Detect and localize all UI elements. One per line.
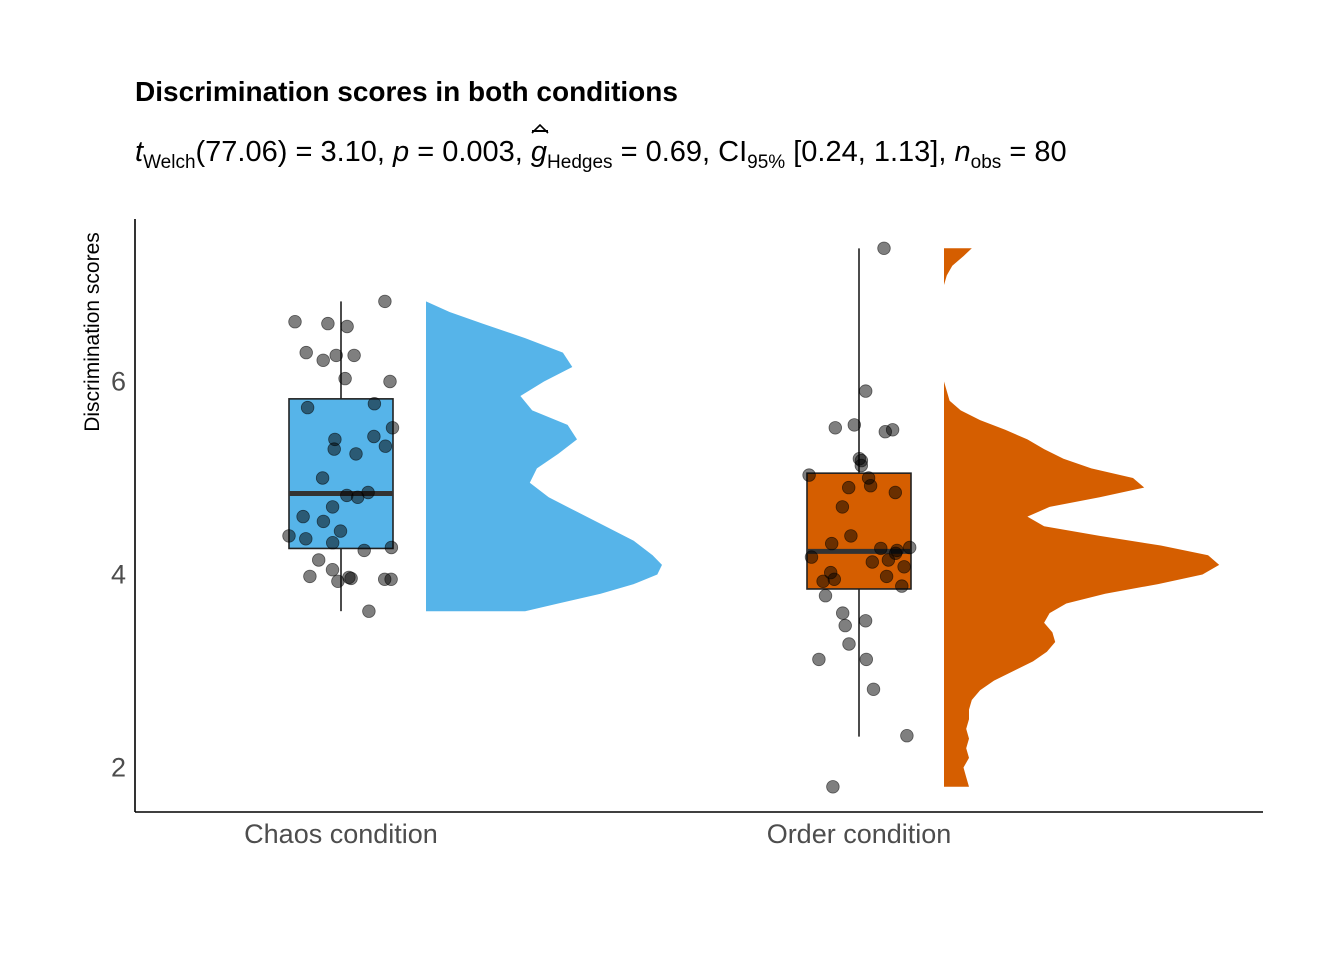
data-point (349, 447, 363, 461)
data-point (865, 555, 880, 569)
y-tick-label: 2 (111, 753, 126, 783)
data-point (842, 637, 856, 651)
data-point (325, 500, 340, 514)
density-chaos-condition (426, 301, 662, 612)
points-layer (282, 241, 917, 794)
ci-subscript: 95% (747, 152, 786, 173)
y-tick-label: 4 (111, 560, 126, 590)
data-point (299, 345, 313, 360)
x-tick-label-order-condition: Order condition (767, 819, 952, 849)
data-point (296, 509, 310, 524)
g-subscript: Hedges (547, 152, 613, 173)
y-tick-label: 6 (111, 367, 126, 397)
data-point (835, 500, 850, 514)
g-hat-symbol: g (530, 124, 549, 169)
hat-accent-icon (531, 124, 549, 134)
data-point (878, 425, 893, 439)
data-point (357, 543, 371, 558)
chart-title: Discrimination scores in both conditions (135, 76, 678, 107)
t-subscript: Welch (143, 152, 196, 173)
data-point (340, 488, 354, 503)
data-point (888, 485, 903, 500)
data-point (874, 541, 888, 556)
data-point (378, 439, 393, 453)
t-value: (77.06) = 3.10, (195, 136, 394, 168)
data-point (299, 532, 313, 546)
data-point (326, 536, 340, 550)
data-point (378, 294, 392, 309)
t-symbol: t (135, 136, 144, 168)
y-axis-title: Discrimination scores (81, 232, 104, 432)
data-point (804, 550, 819, 564)
data-point (859, 384, 873, 398)
data-point (816, 574, 830, 589)
g-value: = 0.69, CI (612, 136, 748, 168)
data-point (863, 479, 878, 493)
data-point (854, 458, 869, 473)
data-point (828, 421, 843, 435)
data-point (362, 604, 376, 618)
data-point (282, 529, 296, 543)
data-point (331, 574, 345, 589)
n-subscript: obs (970, 152, 1002, 173)
data-point (340, 319, 354, 334)
data-point (812, 652, 826, 667)
data-point (384, 540, 399, 555)
data-point (826, 780, 840, 794)
data-point (881, 553, 896, 567)
data-point (877, 241, 891, 256)
data-point (316, 514, 331, 529)
data-point (333, 524, 348, 538)
data-point (367, 397, 382, 411)
data-point (315, 471, 330, 485)
data-point (329, 348, 343, 363)
data-point (847, 418, 862, 432)
data-point (347, 348, 361, 363)
n-symbol: n (954, 136, 971, 168)
data-point (866, 682, 881, 697)
data-point (312, 553, 326, 567)
data-point (303, 569, 317, 584)
data-point (895, 579, 909, 593)
data-point (288, 315, 302, 329)
data-point (300, 400, 315, 415)
data-point (378, 572, 392, 587)
data-point (844, 529, 858, 543)
g-symbol: g (530, 136, 548, 168)
axes-layer: 2 4 6 Chaos condition Order condition (111, 219, 1263, 849)
data-point (316, 353, 330, 368)
n-value: = 80 (1001, 136, 1067, 168)
data-point (838, 618, 852, 633)
density-layer (426, 248, 1220, 787)
data-point (321, 316, 335, 331)
data-point (385, 421, 400, 435)
ci-value: [0.24, 1.13], (785, 136, 955, 168)
chart-subtitle: tWelch(77.06) = 3.10, p = 0.003, gHedges… (135, 124, 1067, 172)
data-point (842, 480, 856, 495)
data-point (802, 468, 816, 482)
data-point (903, 540, 917, 555)
data-point (344, 571, 358, 586)
data-point (338, 371, 352, 386)
data-point (351, 490, 365, 505)
data-point (818, 589, 833, 603)
data-point (858, 614, 873, 628)
data-point (879, 569, 894, 584)
data-point (327, 442, 341, 456)
box-chaos-condition (288, 398, 394, 550)
data-point (827, 572, 842, 587)
data-point (897, 560, 911, 574)
data-point (367, 429, 381, 444)
data-point (900, 729, 914, 743)
data-point (325, 563, 340, 577)
data-point (825, 536, 839, 551)
p-symbol: p (393, 136, 410, 168)
x-tick-label-chaos-condition: Chaos condition (244, 819, 438, 849)
data-point (859, 652, 874, 667)
data-point (836, 606, 850, 620)
p-value: = 0.003, (409, 136, 531, 168)
density-order-condition (944, 248, 1220, 787)
data-point (383, 374, 397, 389)
